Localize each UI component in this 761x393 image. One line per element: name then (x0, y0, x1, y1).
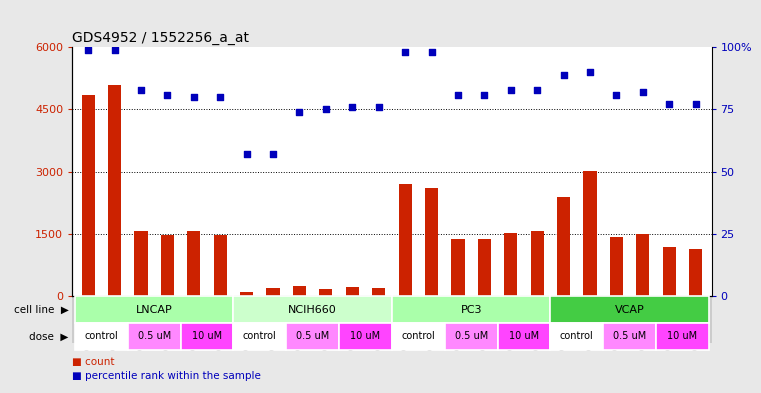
Point (109, 46, 121, 53)
Point (663, 101, 675, 108)
Point (531, 86, 543, 93)
Text: VCAP: VCAP (615, 305, 645, 315)
Bar (372, 288, 385, 296)
Bar (451, 239, 464, 296)
Bar (108, 84, 121, 296)
Text: 10 uM: 10 uM (667, 331, 698, 342)
Point (399, 49, 411, 55)
Point (267, 151, 279, 158)
Text: control: control (402, 331, 435, 342)
Bar (75, 296, 234, 323)
Bar (444, 323, 498, 350)
Point (135, 86, 147, 93)
Bar (214, 235, 227, 296)
Text: 10 uM: 10 uM (192, 331, 222, 342)
Text: control: control (84, 331, 118, 342)
Text: PC3: PC3 (460, 305, 482, 315)
Bar (180, 323, 234, 350)
Point (505, 86, 517, 93)
Bar (610, 237, 623, 296)
Text: control: control (243, 331, 277, 342)
Bar (557, 198, 570, 296)
Text: 10 uM: 10 uM (509, 331, 539, 342)
Point (294, 109, 306, 115)
Point (558, 72, 570, 78)
Bar (320, 288, 333, 296)
Point (373, 104, 385, 110)
Text: LNCAP: LNCAP (135, 305, 173, 315)
Point (161, 91, 174, 97)
Text: 0.5 uM: 0.5 uM (138, 331, 170, 342)
Bar (656, 323, 709, 350)
Bar (689, 250, 702, 296)
Text: cell line  ▶: cell line ▶ (14, 305, 68, 315)
Text: 10 uM: 10 uM (350, 331, 380, 342)
Text: control: control (560, 331, 594, 342)
Bar (530, 231, 544, 296)
Text: GDS4952 / 1552256_a_at: GDS4952 / 1552256_a_at (72, 31, 250, 45)
Bar (584, 171, 597, 296)
Text: NCIH660: NCIH660 (288, 305, 337, 315)
Bar (392, 323, 444, 350)
Bar (636, 233, 649, 296)
Point (320, 106, 332, 112)
Bar (234, 323, 286, 350)
Point (214, 94, 226, 100)
Bar (135, 231, 148, 296)
Bar (498, 323, 550, 350)
Bar (663, 247, 676, 296)
Point (188, 94, 200, 100)
Point (584, 69, 596, 75)
Bar (128, 323, 180, 350)
Bar (339, 323, 392, 350)
Point (240, 151, 253, 158)
Text: ■ count: ■ count (72, 357, 115, 367)
Bar (266, 288, 279, 296)
Bar (81, 95, 95, 296)
Bar (550, 296, 709, 323)
Text: dose  ▶: dose ▶ (29, 331, 68, 342)
Bar (286, 323, 339, 350)
Point (637, 89, 649, 95)
Bar (478, 239, 491, 296)
Bar (425, 187, 438, 296)
Bar (603, 323, 656, 350)
Point (346, 104, 358, 110)
Text: 0.5 uM: 0.5 uM (613, 331, 646, 342)
Bar (234, 296, 392, 323)
Bar (345, 287, 359, 296)
Bar (505, 233, 517, 296)
Point (478, 91, 490, 97)
Point (689, 101, 702, 108)
Bar (399, 184, 412, 296)
Text: 0.5 uM: 0.5 uM (296, 331, 330, 342)
Point (610, 91, 622, 97)
Bar (240, 292, 253, 296)
Text: 0.5 uM: 0.5 uM (454, 331, 488, 342)
Point (425, 49, 438, 55)
Point (452, 91, 464, 97)
Bar (293, 286, 306, 296)
Point (82, 46, 94, 53)
Bar (75, 323, 128, 350)
Text: ■ percentile rank within the sample: ■ percentile rank within the sample (72, 371, 261, 381)
Bar (392, 296, 550, 323)
Bar (550, 323, 603, 350)
Bar (187, 231, 200, 296)
Bar (161, 235, 174, 296)
